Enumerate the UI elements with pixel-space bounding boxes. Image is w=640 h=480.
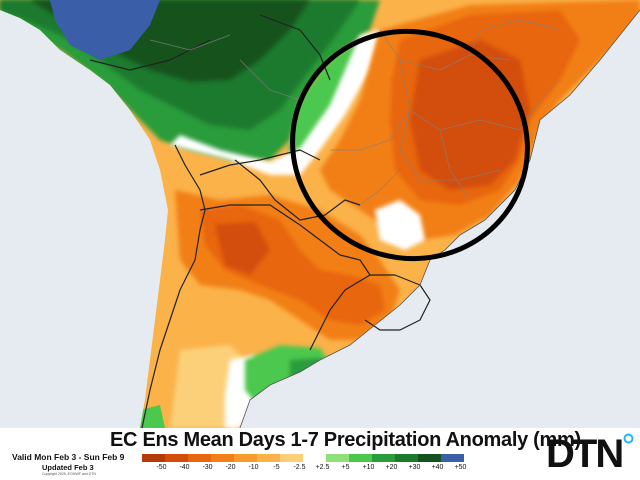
legend-tick-label: -50: [156, 464, 167, 471]
coastline: [239, 9, 640, 428]
legend-tick-label: +20: [385, 464, 398, 471]
legend-tick-label: -10: [248, 464, 259, 471]
legend-tick-label: -40: [179, 464, 190, 471]
legend-tick-label: -2.5: [293, 464, 306, 471]
legend-swatch: [188, 454, 211, 462]
legend-swatch: [395, 454, 418, 462]
legend-swatch: [326, 454, 349, 462]
legend-tick-label: +40: [431, 464, 444, 471]
valid-period: Valid Mon Feb 3 - Sun Feb 9: [12, 452, 125, 462]
legend-swatch: [280, 454, 303, 462]
updated-date: Updated Feb 3: [42, 463, 94, 472]
legend-tick-label: +30: [408, 464, 421, 471]
legend-tick-label: +10: [362, 464, 375, 471]
legend-swatch: [349, 454, 372, 462]
legend-swatch: [211, 454, 234, 462]
map-title: EC Ens Mean Days 1-7 Precipitation Anoma…: [110, 429, 581, 451]
highlight-circle: [290, 28, 530, 262]
legend-swatch: [441, 454, 464, 462]
legend-swatch: [165, 454, 188, 462]
dtn-logo-dot-icon: [623, 433, 634, 444]
legend-tick-label: -30: [202, 464, 213, 471]
legend-footer: EC Ens Mean Days 1-7 Precipitation Anoma…: [0, 428, 640, 480]
legend-tick-label: -5: [273, 464, 280, 471]
legend-tick-labels: -50 -40 -30 -20 -10 -5 -2.5 +2.5 +5 +10 +20 +30 +40 +…: [142, 464, 510, 476]
legend-tick-label: +5: [341, 464, 350, 471]
dtn-logo: DTN: [546, 432, 624, 476]
legend-swatch: [372, 454, 395, 462]
legend-tick-label: -20: [225, 464, 236, 471]
precipitation-anomaly-map: [0, 0, 640, 428]
legend-swatch: [303, 454, 326, 462]
legend-tick-label: +50: [454, 464, 467, 471]
legend-swatch: [142, 454, 165, 462]
legend-swatch: [234, 454, 257, 462]
legend-swatch: [257, 454, 280, 462]
copyright-note: Copyright 2025, ECMWF and DTN: [42, 472, 96, 476]
legend-swatch: [418, 454, 441, 462]
legend-tick-label: +2.5: [315, 464, 330, 471]
color-legend-bar: [142, 454, 464, 462]
